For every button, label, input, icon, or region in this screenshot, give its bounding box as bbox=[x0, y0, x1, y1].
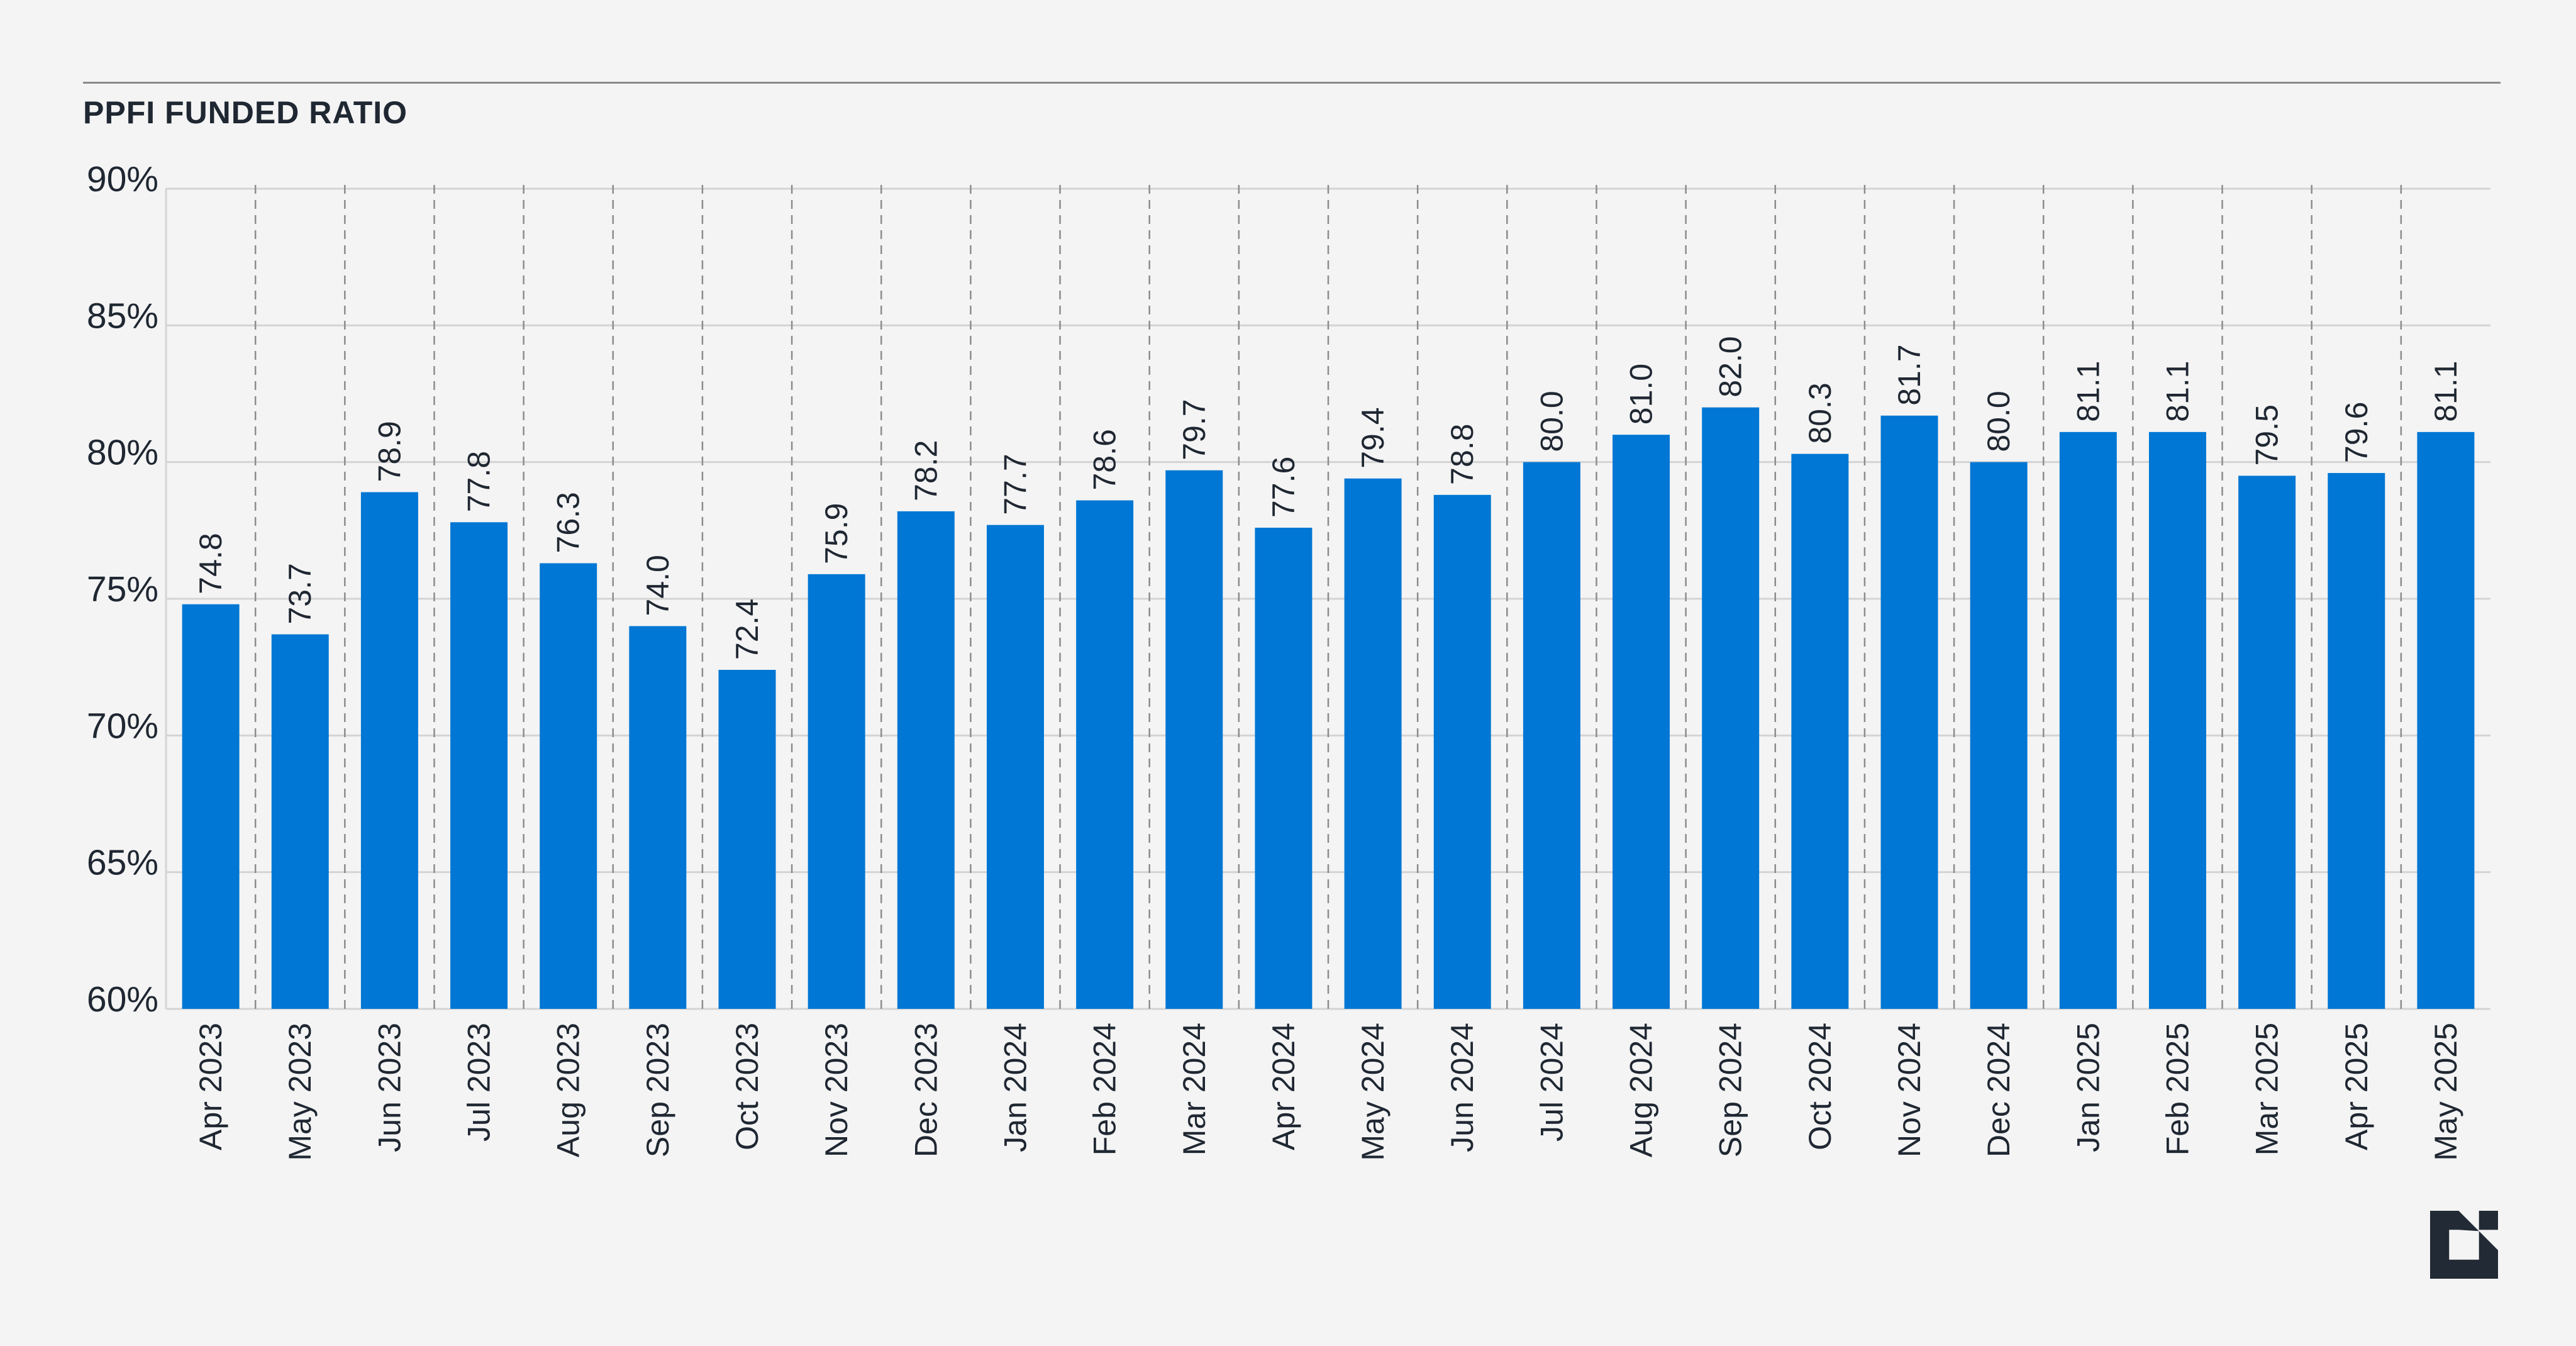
x-tick-label: Mar 2024 bbox=[1177, 1023, 1212, 1155]
bar bbox=[360, 492, 418, 1009]
x-tick-label: Apr 2025 bbox=[2339, 1023, 2374, 1150]
data-label: 77.8 bbox=[462, 451, 497, 512]
bar bbox=[2417, 431, 2475, 1009]
bar bbox=[1433, 494, 1491, 1009]
x-tick-label: Jan 2025 bbox=[2070, 1023, 2106, 1152]
data-label: 81.1 bbox=[2428, 361, 2463, 422]
bar bbox=[2238, 476, 2296, 1009]
y-tick-label: 65% bbox=[87, 843, 158, 883]
y-tick-label: 75% bbox=[87, 569, 158, 609]
x-tick-label: Nov 2023 bbox=[819, 1023, 854, 1157]
x-tick-label: Jul 2024 bbox=[1534, 1023, 1569, 1142]
bar bbox=[629, 626, 687, 1009]
bar bbox=[986, 525, 1044, 1009]
x-tick-label: Jun 2024 bbox=[1445, 1023, 1480, 1152]
x-tick-label: Oct 2023 bbox=[730, 1023, 765, 1150]
data-label: 80.0 bbox=[1981, 391, 2016, 452]
data-label: 81.1 bbox=[2070, 361, 2106, 422]
x-tick-label: Jul 2023 bbox=[462, 1023, 497, 1142]
data-label: 81.1 bbox=[2160, 361, 2195, 422]
data-label: 78.8 bbox=[1445, 423, 1480, 484]
y-tick-label: 80% bbox=[87, 433, 158, 473]
data-label: 78.2 bbox=[908, 440, 943, 501]
data-label: 82.0 bbox=[1713, 336, 1748, 397]
x-tick-label: May 2025 bbox=[2428, 1023, 2463, 1161]
bar bbox=[1791, 453, 1849, 1009]
y-tick-label: 70% bbox=[87, 706, 158, 746]
data-label: 77.6 bbox=[1266, 457, 1301, 518]
bar bbox=[1344, 478, 1402, 1009]
data-label: 79.6 bbox=[2339, 402, 2374, 463]
data-label: 79.4 bbox=[1355, 407, 1391, 468]
data-label: 75.9 bbox=[819, 503, 854, 564]
y-tick-label: 85% bbox=[87, 296, 158, 336]
data-label: 72.4 bbox=[730, 599, 765, 660]
bar bbox=[1702, 407, 1760, 1009]
bar bbox=[897, 511, 955, 1009]
data-label: 77.7 bbox=[997, 453, 1033, 514]
x-tick-label: Mar 2025 bbox=[2250, 1023, 2285, 1155]
brand-logo-icon bbox=[2430, 1211, 2498, 1279]
x-tick-label: Aug 2023 bbox=[551, 1023, 586, 1157]
bar bbox=[182, 604, 240, 1009]
bar bbox=[2148, 431, 2206, 1009]
bar bbox=[808, 574, 865, 1009]
bar bbox=[540, 563, 597, 1009]
x-tick-label: Feb 2025 bbox=[2160, 1023, 2195, 1155]
data-label: 79.5 bbox=[2250, 404, 2285, 465]
x-tick-label: Dec 2023 bbox=[908, 1023, 943, 1157]
data-label: 78.9 bbox=[372, 421, 407, 482]
bar bbox=[718, 670, 776, 1009]
bar bbox=[2059, 431, 2117, 1009]
x-tick-label: Dec 2024 bbox=[1981, 1023, 2016, 1157]
bar bbox=[1970, 462, 2028, 1009]
bar bbox=[1880, 415, 1938, 1009]
x-tick-label: May 2024 bbox=[1355, 1023, 1391, 1161]
data-label: 80.0 bbox=[1534, 391, 1569, 452]
x-tick-label: Oct 2024 bbox=[1802, 1023, 1838, 1150]
x-tick-label: Jan 2024 bbox=[997, 1023, 1033, 1152]
bar bbox=[1255, 527, 1313, 1009]
bar bbox=[271, 634, 329, 1009]
x-tick-label: Sep 2023 bbox=[640, 1023, 675, 1157]
x-tick-label: Feb 2024 bbox=[1087, 1023, 1123, 1155]
bar bbox=[1165, 470, 1223, 1009]
bar bbox=[1523, 462, 1580, 1009]
data-label: 81.0 bbox=[1624, 364, 1659, 425]
data-label: 79.7 bbox=[1177, 399, 1212, 460]
x-tick-label: Sep 2024 bbox=[1713, 1023, 1748, 1157]
bar bbox=[1076, 500, 1134, 1009]
data-label: 74.0 bbox=[640, 555, 675, 616]
y-tick-label: 60% bbox=[87, 979, 158, 1020]
x-tick-label: Apr 2023 bbox=[193, 1023, 228, 1150]
data-label: 80.3 bbox=[1802, 382, 1838, 443]
data-label: 78.6 bbox=[1087, 429, 1123, 490]
x-tick-label: Aug 2024 bbox=[1624, 1023, 1659, 1157]
x-tick-label: Jun 2023 bbox=[372, 1023, 407, 1152]
bar bbox=[450, 522, 508, 1009]
y-tick-label: 90% bbox=[87, 159, 158, 199]
top-rule bbox=[83, 82, 2501, 84]
data-label: 74.8 bbox=[193, 533, 228, 594]
data-label: 73.7 bbox=[282, 563, 318, 624]
x-tick-label: Nov 2024 bbox=[1892, 1023, 1927, 1157]
x-tick-label: May 2023 bbox=[282, 1023, 318, 1161]
x-tick-label: Apr 2024 bbox=[1266, 1023, 1301, 1150]
data-label: 76.3 bbox=[551, 492, 586, 553]
bar bbox=[1613, 435, 1670, 1009]
chart-title: PPFI FUNDED RATIO bbox=[83, 95, 408, 130]
bar bbox=[2328, 473, 2385, 1009]
data-label: 81.7 bbox=[1892, 344, 1927, 405]
